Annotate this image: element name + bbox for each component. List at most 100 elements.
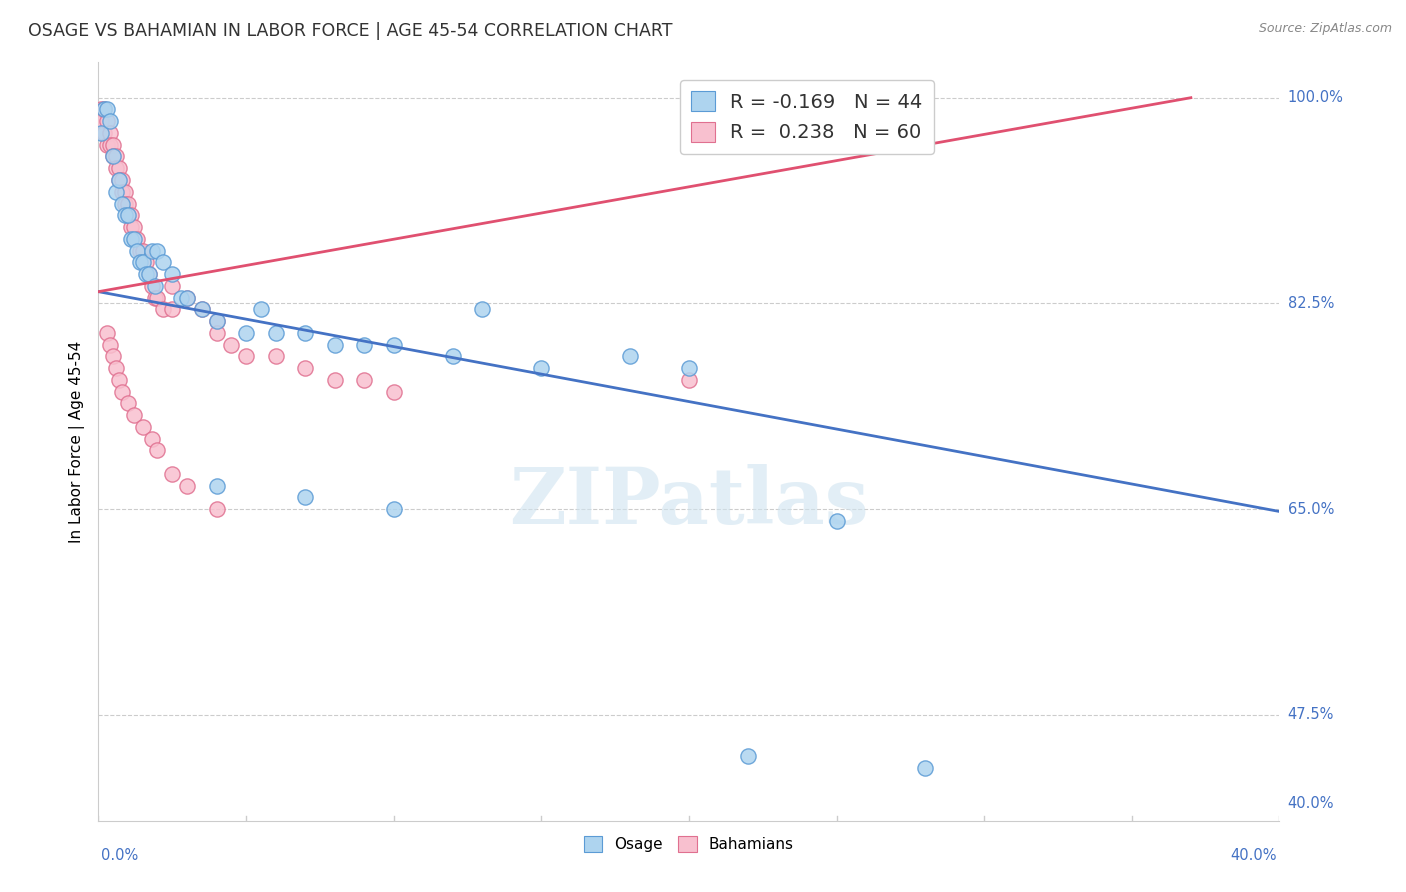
Point [146, 244, 169, 258]
Point [96, 137, 118, 152]
Point [98, 137, 121, 152]
Point [235, 326, 257, 340]
Point [90, 114, 112, 128]
Point [105, 161, 128, 176]
Point [264, 349, 287, 363]
Point [125, 232, 148, 246]
Text: 100.0%: 100.0% [1288, 90, 1344, 105]
Text: 0.0%: 0.0% [101, 848, 138, 863]
Point [162, 467, 183, 481]
Point [205, 502, 228, 516]
Point [143, 278, 166, 293]
Point [98, 337, 121, 351]
Point [146, 443, 169, 458]
Point [191, 302, 214, 317]
Point [176, 291, 198, 305]
Text: ZIPatlas: ZIPatlas [509, 464, 869, 541]
Point [111, 185, 134, 199]
Point [108, 173, 131, 187]
Point [96, 103, 118, 117]
Point [152, 255, 174, 269]
Point [323, 373, 346, 387]
Point [152, 302, 174, 317]
Point [205, 478, 228, 492]
Point [132, 244, 155, 258]
Point [103, 137, 125, 152]
Point [93, 103, 115, 117]
Point [162, 267, 183, 281]
Point [170, 291, 193, 305]
Point [122, 408, 145, 422]
Text: 82.5%: 82.5% [1288, 296, 1334, 311]
Point [105, 185, 128, 199]
Legend: Osage, Bahamians: Osage, Bahamians [578, 830, 800, 858]
Point [162, 302, 183, 317]
Point [98, 114, 121, 128]
Point [141, 244, 163, 258]
Point [128, 244, 150, 258]
Point [471, 302, 494, 317]
Point [117, 208, 139, 222]
Point [825, 514, 848, 528]
Point [114, 196, 136, 211]
Text: 65.0%: 65.0% [1288, 501, 1334, 516]
Point [143, 291, 166, 305]
Point [530, 361, 553, 376]
Point [162, 278, 183, 293]
Text: 40.0%: 40.0% [1230, 848, 1277, 863]
Point [132, 420, 155, 434]
Point [138, 267, 160, 281]
Point [323, 337, 346, 351]
Point [120, 219, 142, 234]
Point [294, 491, 316, 505]
Point [108, 161, 131, 176]
Point [103, 149, 125, 163]
Point [264, 326, 287, 340]
Y-axis label: In Labor Force | Age 45-54: In Labor Force | Age 45-54 [69, 341, 84, 542]
Point [205, 314, 228, 328]
Point [111, 384, 134, 399]
Point [221, 337, 243, 351]
Point [441, 349, 464, 363]
Point [914, 761, 936, 775]
Point [146, 291, 169, 305]
Point [93, 126, 115, 140]
Point [105, 149, 128, 163]
Point [176, 291, 198, 305]
Point [114, 185, 136, 199]
Point [93, 103, 115, 117]
Point [250, 302, 273, 317]
Point [125, 244, 148, 258]
Point [294, 361, 316, 376]
Point [122, 219, 145, 234]
Text: 40.0%: 40.0% [1288, 796, 1334, 811]
Point [114, 208, 136, 222]
Point [191, 302, 214, 317]
Point [737, 749, 759, 764]
Point [98, 126, 121, 140]
Point [353, 373, 375, 387]
Point [135, 267, 157, 281]
Text: OSAGE VS BAHAMIAN IN LABOR FORCE | AGE 45-54 CORRELATION CHART: OSAGE VS BAHAMIAN IN LABOR FORCE | AGE 4… [28, 22, 672, 40]
Point [111, 173, 134, 187]
Point [117, 208, 139, 222]
Point [120, 232, 142, 246]
Point [353, 337, 375, 351]
Point [141, 432, 163, 446]
Point [141, 278, 163, 293]
Text: Source: ZipAtlas.com: Source: ZipAtlas.com [1258, 22, 1392, 36]
Point [135, 255, 157, 269]
Point [122, 232, 145, 246]
Point [120, 208, 142, 222]
Point [382, 337, 405, 351]
Point [105, 361, 128, 376]
Point [678, 373, 700, 387]
Point [619, 349, 641, 363]
Point [96, 114, 118, 128]
Point [117, 396, 139, 410]
Point [90, 126, 112, 140]
Point [138, 267, 160, 281]
Point [382, 384, 405, 399]
Point [103, 349, 125, 363]
Point [382, 502, 405, 516]
